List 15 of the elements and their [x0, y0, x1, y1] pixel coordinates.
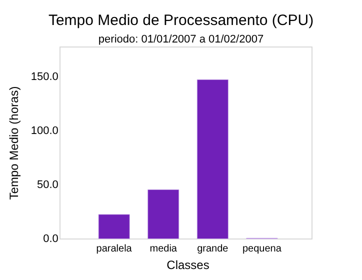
bar [148, 189, 180, 239]
x-tick-label: paralela [96, 244, 132, 254]
y-tick-label: 100.0 [30, 125, 58, 138]
bar [196, 79, 228, 239]
chart-subtitle: periodo: 01/01/2007 a 01/02/2007 [98, 34, 264, 46]
y-tick-label: 150.0 [30, 71, 58, 84]
x-tick-label: pequena [242, 244, 282, 254]
y-axis-title: Tempo Medio (horas) [7, 86, 21, 200]
x-tick-label: media [150, 244, 178, 254]
y-tick-label: 50.0 [37, 179, 58, 192]
x-axis-title: Classes [166, 258, 210, 272]
chart-title: Tempo Medio de Processamento (CPU) [48, 12, 314, 29]
y-tick-label: 0.0 [43, 233, 58, 245]
x-tick-label: grande [197, 244, 229, 254]
bar [98, 214, 130, 239]
